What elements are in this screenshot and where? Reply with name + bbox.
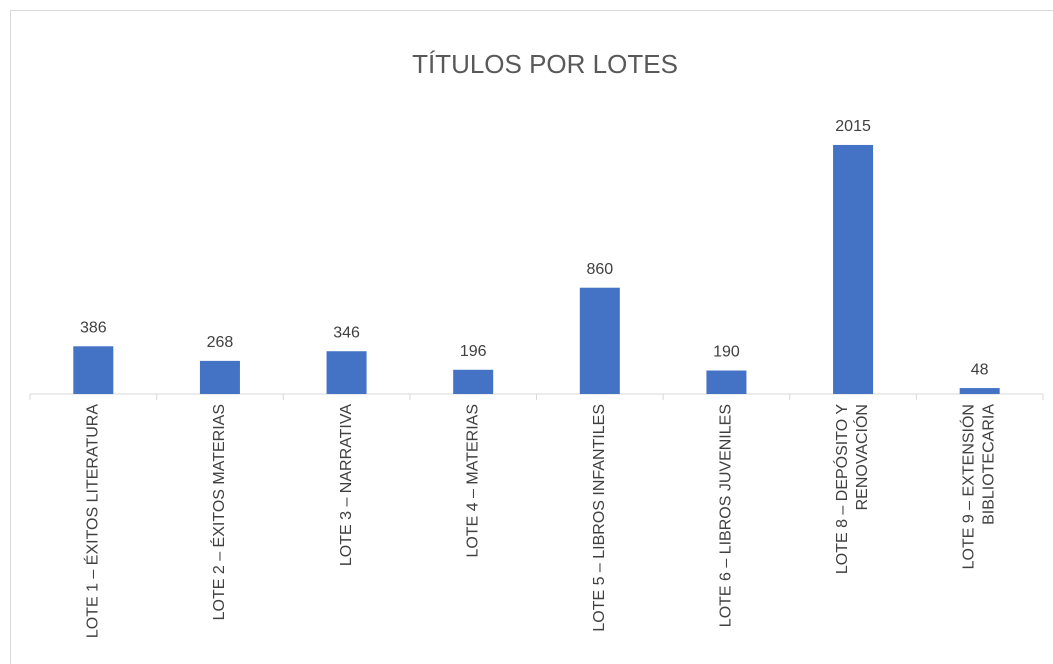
data-label: 190 xyxy=(713,344,740,361)
x-tick-label: LOTE 6 – LIBROS JUVENILES xyxy=(718,404,735,627)
x-tick-label: LOTE 8 – DEPÓSITO Y RENOVACIÓN xyxy=(832,404,871,574)
x-tick-label: LOTE 4 – MATERIAS xyxy=(464,404,481,558)
x-tick-label: LOTE 2 – ÉXITOS MATERIAS xyxy=(209,404,228,620)
data-label: 48 xyxy=(971,361,989,378)
data-label: 268 xyxy=(207,334,234,351)
chart-border xyxy=(10,10,1053,664)
data-label: 860 xyxy=(586,261,613,278)
data-label: 386 xyxy=(80,320,107,337)
chart-title: TÍTULOS POR LOTES xyxy=(412,49,678,79)
x-tick-label: LOTE 9 – EXTENSIÓN BIBLIOTECARIA xyxy=(959,404,998,570)
bar xyxy=(453,369,494,394)
data-label: 196 xyxy=(460,343,487,360)
x-tick-label: LOTE 1 – ÉXITOS LITERATURA xyxy=(83,404,102,638)
bar xyxy=(199,360,240,394)
bar xyxy=(326,351,367,394)
bar xyxy=(833,144,874,394)
bar xyxy=(73,346,114,394)
bar xyxy=(706,370,747,394)
data-label: 346 xyxy=(333,324,360,341)
bar xyxy=(959,388,1000,394)
bar xyxy=(579,287,620,394)
x-tick-label: LOTE 5 – LIBROS INFANTILES xyxy=(591,404,608,632)
x-tick-label: LOTE 3 – NARRATIVA xyxy=(338,404,355,566)
data-label: 2015 xyxy=(835,118,871,135)
